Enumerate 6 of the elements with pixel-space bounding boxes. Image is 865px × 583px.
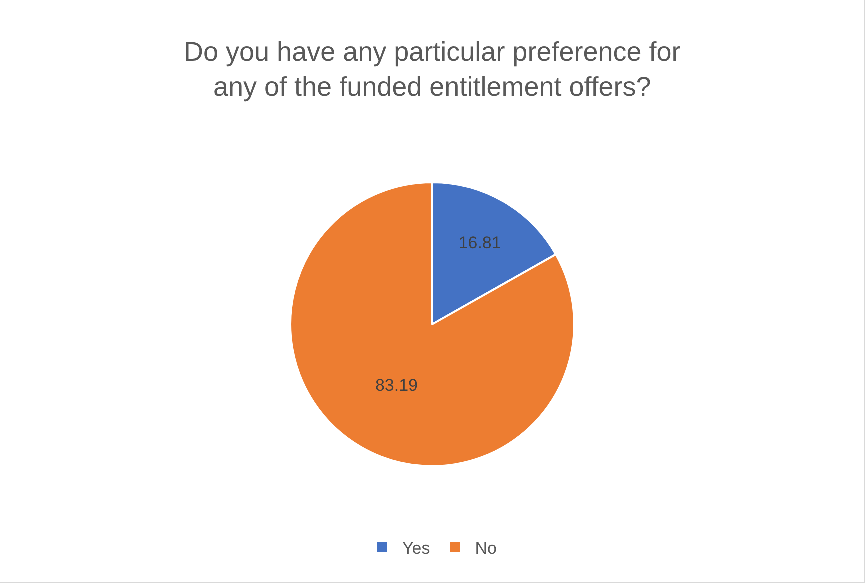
legend-label: Yes bbox=[402, 539, 430, 558]
chart-title: Do you have any particular preference for any of the funded entitlement offers? bbox=[184, 37, 681, 102]
pie-slice bbox=[290, 181, 576, 468]
data-label: 16.81 bbox=[458, 233, 502, 252]
legend-label: No bbox=[475, 539, 497, 558]
data-label: 83.19 bbox=[375, 376, 418, 396]
